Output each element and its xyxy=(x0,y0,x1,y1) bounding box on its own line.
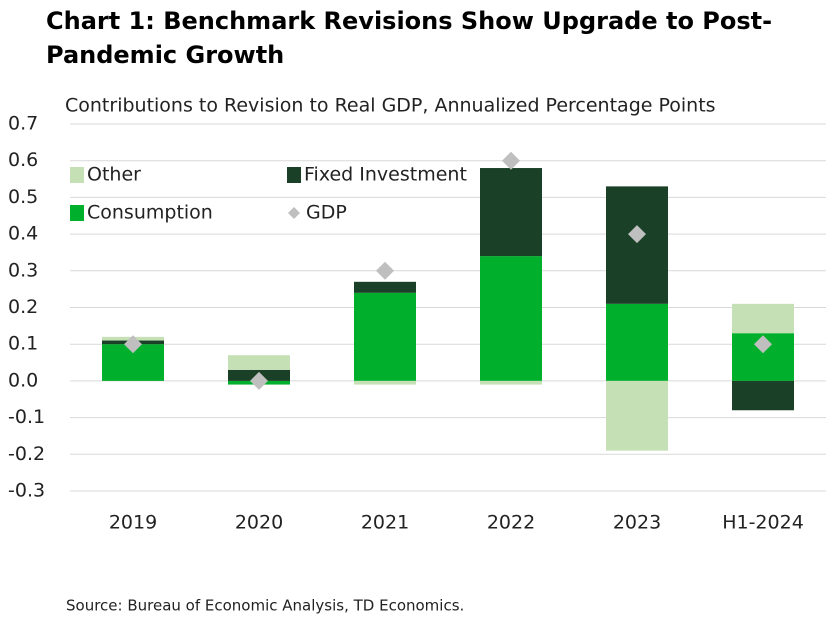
bar-segment xyxy=(354,292,416,381)
y-tick-label: 0.6 xyxy=(8,149,38,171)
y-tick-label: 0.2 xyxy=(8,296,38,318)
bar-segment xyxy=(606,186,668,304)
source-note: Source: Bureau of Economic Analysis, TD … xyxy=(66,597,464,615)
bar-segment xyxy=(354,380,416,385)
y-tick-label: -0.2 xyxy=(8,443,45,465)
gdp-marker xyxy=(250,371,268,390)
bar-segment xyxy=(480,168,542,257)
gdp-marker xyxy=(754,335,772,354)
chart-subtitle: Contributions to Revision to Real GDP, A… xyxy=(65,95,716,117)
x-tick-label: H1-2024 xyxy=(722,512,804,534)
bar-segment xyxy=(480,380,542,385)
gdp-marker xyxy=(124,335,142,354)
gdp-marker xyxy=(502,151,520,170)
legend-swatch xyxy=(287,167,301,183)
legend-label: GDP xyxy=(306,202,347,224)
chart-title: Chart 1: Benchmark Revisions Show Upgrad… xyxy=(46,7,773,69)
legend-swatch xyxy=(70,205,84,221)
bar-segment xyxy=(228,355,290,370)
legend-label: Fixed Investment xyxy=(304,164,467,186)
y-tick-label: 0.1 xyxy=(8,333,38,355)
y-tick-label: 0.7 xyxy=(8,113,38,135)
y-tick-label: -0.3 xyxy=(8,480,45,502)
x-tick-label: 2020 xyxy=(235,512,283,534)
y-tick-label: -0.1 xyxy=(8,406,45,428)
x-tick-label: 2021 xyxy=(361,512,409,534)
x-tick-label: 2023 xyxy=(613,512,661,534)
y-tick-label: 0.3 xyxy=(8,259,38,281)
x-tick-label: 2022 xyxy=(487,512,535,534)
bar-segment xyxy=(354,281,416,293)
legend-label: Consumption xyxy=(87,202,213,224)
legend-swatch xyxy=(288,207,300,219)
bar-segment xyxy=(606,380,668,451)
y-tick-label: 0.0 xyxy=(8,369,38,391)
bar-segment xyxy=(732,303,794,334)
legend-label: Other xyxy=(87,164,141,186)
y-tick-label: 0.4 xyxy=(8,223,38,245)
x-tick-label: 2019 xyxy=(109,512,157,534)
legend-swatch xyxy=(70,167,84,183)
bar-segment xyxy=(606,303,668,381)
bar-segment xyxy=(732,380,794,411)
gdp-marker xyxy=(628,225,646,244)
y-tick-label: 0.5 xyxy=(8,186,38,208)
bar-segment xyxy=(480,256,542,381)
gdp-marker xyxy=(376,261,394,280)
